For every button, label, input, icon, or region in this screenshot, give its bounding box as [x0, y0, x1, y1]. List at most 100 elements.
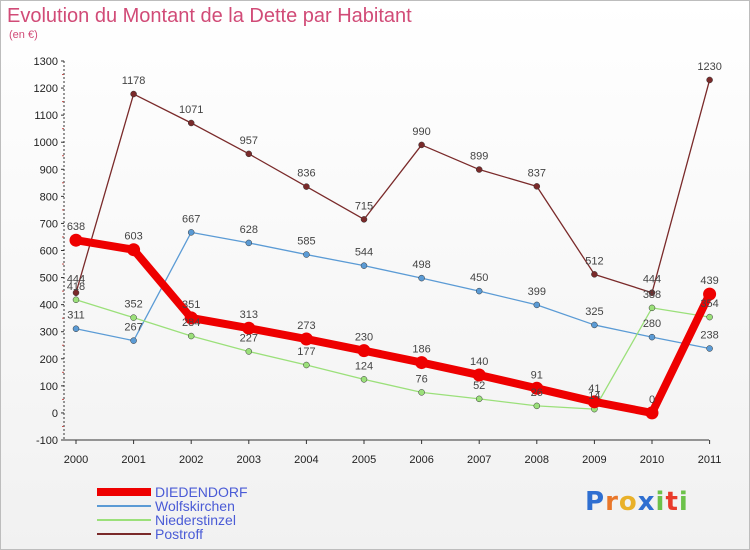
proxiti-logo: Proxiti [585, 487, 689, 517]
x-tick-label: 2006 [409, 454, 433, 466]
y-tick-label: 900 [40, 164, 58, 176]
y-tick-label: 500 [40, 273, 58, 285]
logo-letter: P [585, 487, 606, 517]
data-label: 715 [355, 200, 373, 212]
data-label: 628 [240, 224, 258, 236]
y-tick-label: 1100 [34, 110, 58, 122]
y-tick-label: 1300 [34, 56, 58, 68]
y-tick-label: 800 [40, 191, 58, 203]
data-point [706, 76, 713, 84]
y-tick-label: 200 [40, 354, 58, 366]
data-point [187, 229, 195, 236]
logo-letter: r [605, 487, 619, 517]
data-label: 585 [297, 236, 315, 248]
data-point [648, 333, 656, 341]
data-label: 227 [240, 332, 258, 344]
data-point [706, 345, 713, 352]
data-point [130, 90, 137, 98]
data-label: 957 [240, 135, 258, 147]
data-label: 352 [124, 299, 142, 311]
data-point [587, 395, 601, 409]
data-point [130, 337, 137, 344]
data-point [533, 183, 541, 190]
x-tick-label: 2011 [698, 454, 722, 466]
legend-swatch [97, 505, 151, 507]
data-label: 14 [588, 390, 600, 402]
data-label: 990 [412, 126, 430, 138]
data-label: 52 [473, 380, 485, 392]
data-label: 444 [643, 274, 661, 286]
x-tick-label: 2001 [121, 454, 145, 466]
data-point [72, 325, 80, 332]
data-label: 1178 [122, 75, 146, 87]
data-label: 284 [182, 317, 200, 329]
data-point [245, 239, 253, 247]
data-point [360, 376, 368, 383]
data-label: 837 [528, 167, 546, 179]
data-label: 41 [588, 383, 600, 395]
data-label: 238 [700, 329, 718, 341]
x-tick-label: 2004 [294, 454, 318, 466]
y-tick-label: 1000 [34, 137, 58, 149]
y-tick-label: 300 [40, 327, 58, 339]
data-label: 498 [412, 259, 430, 271]
data-point [360, 216, 368, 223]
data-point [303, 361, 310, 369]
x-tick-label: 2007 [467, 454, 491, 466]
data-label: 638 [67, 221, 85, 233]
data-point [418, 274, 425, 282]
data-label: 836 [297, 168, 315, 180]
data-point [530, 381, 544, 395]
data-label: 351 [182, 299, 200, 311]
x-tick-label: 2000 [64, 454, 88, 466]
data-point [360, 262, 368, 269]
x-tick-label: 2002 [179, 454, 203, 466]
data-label: 439 [700, 275, 718, 287]
y-tick-label: 400 [40, 300, 58, 312]
data-point [415, 356, 429, 370]
chart-unit-label: (en €) [9, 29, 38, 41]
data-label: 388 [643, 289, 661, 301]
data-point [69, 233, 83, 247]
legend-label: Niederstinzel [155, 512, 236, 528]
data-label: 354 [700, 298, 718, 310]
data-point [245, 348, 253, 355]
series-group [69, 76, 717, 420]
logo-letter: x [637, 487, 656, 517]
data-label: 76 [415, 373, 427, 385]
y-tick-label: 700 [40, 218, 58, 230]
data-point [703, 287, 717, 301]
data-point [72, 296, 80, 304]
data-label: 899 [470, 151, 488, 163]
chart-title: Evolution du Montant de la Dette par Hab… [7, 5, 412, 27]
data-point [187, 332, 195, 340]
data-label: 603 [124, 231, 142, 243]
data-label: 512 [585, 255, 603, 267]
data-label: 1071 [179, 104, 203, 116]
logo-letter: i [678, 487, 689, 517]
data-point [418, 389, 425, 396]
x-tick-label: 2005 [352, 454, 376, 466]
data-point [706, 313, 713, 321]
data-point [533, 301, 541, 309]
data-label: 313 [240, 309, 258, 321]
y-tick-label: 0 [52, 408, 58, 420]
series-line-niederstinzel [75, 299, 710, 410]
data-label: 230 [355, 332, 373, 344]
legend-label: DIEDENDORF [155, 484, 248, 500]
legend-swatch [97, 519, 151, 521]
data-point [187, 119, 195, 127]
x-tick-label: 2008 [525, 454, 549, 466]
series-line-diedendorf [75, 236, 714, 417]
data-point [303, 183, 310, 190]
data-label: 0 [649, 394, 655, 406]
data-point [245, 150, 253, 158]
data-labels: 444 1178 1071 957 836 715 990 899 837 512 444 1230 3… [67, 61, 722, 406]
data-point [648, 289, 656, 296]
data-label: 124 [355, 360, 373, 372]
y-tick-label: 100 [40, 381, 58, 393]
legend-label: Wolfskirchen [155, 498, 235, 514]
data-point [648, 304, 656, 312]
